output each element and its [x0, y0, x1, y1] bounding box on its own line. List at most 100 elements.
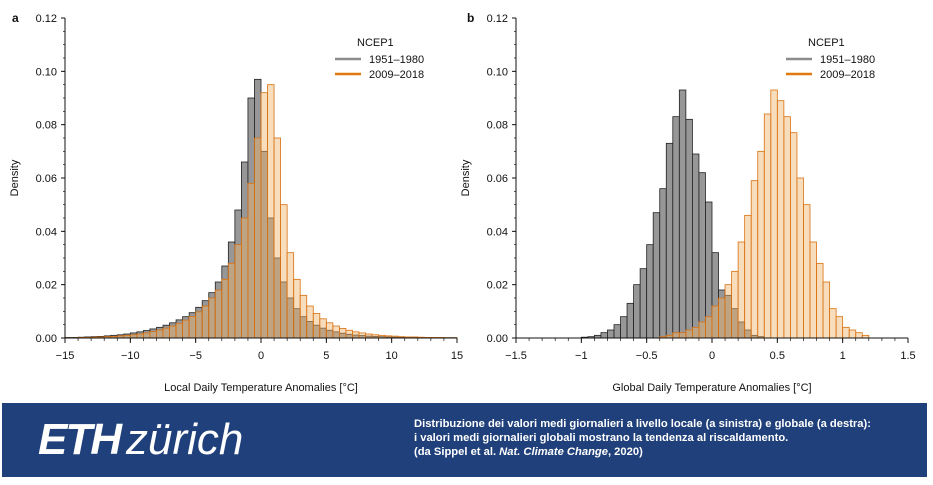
- histogram-bar: [613, 324, 621, 339]
- series-1: [64, 84, 458, 339]
- histogram-bar: [136, 333, 144, 339]
- histogram-bar: [607, 329, 615, 339]
- x-tick-label: −1.5: [505, 350, 527, 362]
- y-tick-label: 0.06: [487, 173, 508, 185]
- histogram-bar: [240, 217, 249, 339]
- footer-banner: ETH zürich Distribuzione dei valori medi …: [2, 403, 927, 477]
- histogram-bar: [365, 333, 373, 339]
- caption-journal: Nat. Climate Change: [499, 446, 608, 458]
- x-tick-label: −1: [575, 350, 588, 362]
- histogram-bar: [195, 311, 203, 339]
- histogram-bar: [254, 137, 262, 339]
- histogram-bar: [227, 262, 236, 339]
- chart-panel-a: 0.00 0.02 0.04 0.06 0.08 0.10 0.12 −15 −10 −5 0 5 10…: [9, 11, 463, 394]
- y-tick-label: 0.08: [36, 120, 57, 132]
- histogram-bar: [783, 116, 791, 339]
- histogram-bar: [306, 305, 314, 339]
- x-tick-label: 10: [386, 350, 398, 362]
- histogram-bar: [835, 316, 844, 339]
- histogram-bar: [188, 315, 197, 339]
- histogram-bar: [692, 326, 700, 339]
- y-tick-label: 0.10: [36, 66, 57, 78]
- figure-caption: Distribuzione dei valori medi giornalier…: [414, 417, 919, 459]
- histogram-bar: [763, 113, 772, 339]
- histogram-bar: [809, 241, 817, 339]
- histogram-bar: [750, 180, 759, 339]
- histogram-bar: [267, 84, 275, 339]
- caption-suffix: , 2020): [607, 446, 643, 458]
- histogram-bar: [352, 331, 360, 339]
- caption-line-3: (da Sippel et al. Nat. Climate Change, 2…: [414, 445, 919, 459]
- histogram-bar: [770, 89, 778, 339]
- histogram-bar: [338, 327, 347, 339]
- histogram-bar: [659, 188, 667, 339]
- histogram-bar: [737, 241, 746, 339]
- histogram-bar: [757, 150, 765, 339]
- histogram-bar: [718, 297, 726, 339]
- legend-title: NCEP1: [357, 37, 394, 49]
- y-tick-label: 0.04: [36, 226, 57, 238]
- histogram-bar: [247, 182, 255, 339]
- y-tick-label: 0.06: [36, 173, 57, 185]
- x-tick-label: 1: [840, 350, 846, 362]
- histogram-bar: [142, 332, 151, 339]
- legend: NCEP1 1951–1980 2009–2018: [786, 37, 875, 81]
- histogram-bar: [848, 329, 857, 339]
- histogram-bar: [319, 318, 327, 339]
- legend-entry: 2009–2018: [369, 69, 424, 81]
- histogram-bar: [633, 284, 641, 339]
- histogram-bar: [345, 329, 353, 339]
- histogram-bar: [286, 252, 295, 339]
- eth-zurich-logo: ETH zürich: [38, 411, 243, 469]
- histogram-bar: [672, 332, 680, 339]
- x-tick-label: −5: [189, 350, 202, 362]
- y-axis-label: Density: [460, 159, 472, 196]
- caption-prefix: (da Sippel et al.: [414, 446, 500, 458]
- histogram-bar: [678, 332, 687, 339]
- legend-entry: 1951–1980: [369, 54, 424, 66]
- histogram-bar: [796, 177, 804, 339]
- histogram-bar: [776, 100, 785, 339]
- series-1: [659, 89, 870, 339]
- histogram-bar: [260, 92, 268, 339]
- histogram-bar: [299, 294, 308, 339]
- histogram-bar: [842, 326, 850, 339]
- histogram-bar: [685, 118, 693, 339]
- histogram-bar: [790, 132, 798, 339]
- histogram-bar: [652, 212, 661, 339]
- y-tick-label: 0.04: [487, 226, 508, 238]
- histogram-bar: [332, 325, 340, 339]
- legend-entry: 1951–1980: [820, 54, 875, 66]
- panel-label: a: [12, 11, 19, 25]
- histogram-bar: [169, 325, 177, 339]
- histogram-bar: [705, 316, 713, 339]
- x-tick-label: −0.5: [636, 350, 658, 362]
- histogram-bar: [724, 284, 732, 339]
- histogram-bar: [678, 89, 687, 339]
- histogram-bar: [312, 313, 321, 339]
- y-tick-label: 0.02: [36, 280, 57, 292]
- histogram-bar: [325, 322, 334, 339]
- histogram-bar: [175, 322, 183, 339]
- histogram-bar: [803, 204, 811, 339]
- histogram-bar: [162, 327, 170, 339]
- histogram-bar: [600, 332, 608, 339]
- histogram-bar: [639, 268, 648, 339]
- x-axis-label: Local Daily Temperature Anomalies [°C]: [164, 382, 358, 394]
- histogram-bar: [626, 302, 634, 339]
- y-tick-label: 0.00: [487, 333, 508, 345]
- histogram-bar: [293, 278, 301, 339]
- y-tick-label: 0.12: [36, 13, 57, 25]
- caption-line-1: Distribuzione dei valori medi giornalier…: [414, 418, 871, 430]
- x-tick-label: 0: [258, 350, 264, 362]
- histogram-bar: [221, 278, 229, 339]
- histogram-bar: [829, 308, 837, 339]
- y-tick-label: 0.00: [36, 333, 57, 345]
- y-tick-label: 0.08: [487, 120, 508, 132]
- x-tick-label: 5: [323, 350, 329, 362]
- x-tick-label: 0: [709, 350, 715, 362]
- histogram-bar: [358, 332, 366, 339]
- legend: NCEP1 1951–1980 2009–2018: [335, 37, 424, 81]
- histogram-bar: [744, 214, 752, 339]
- histogram-bar: [698, 321, 706, 339]
